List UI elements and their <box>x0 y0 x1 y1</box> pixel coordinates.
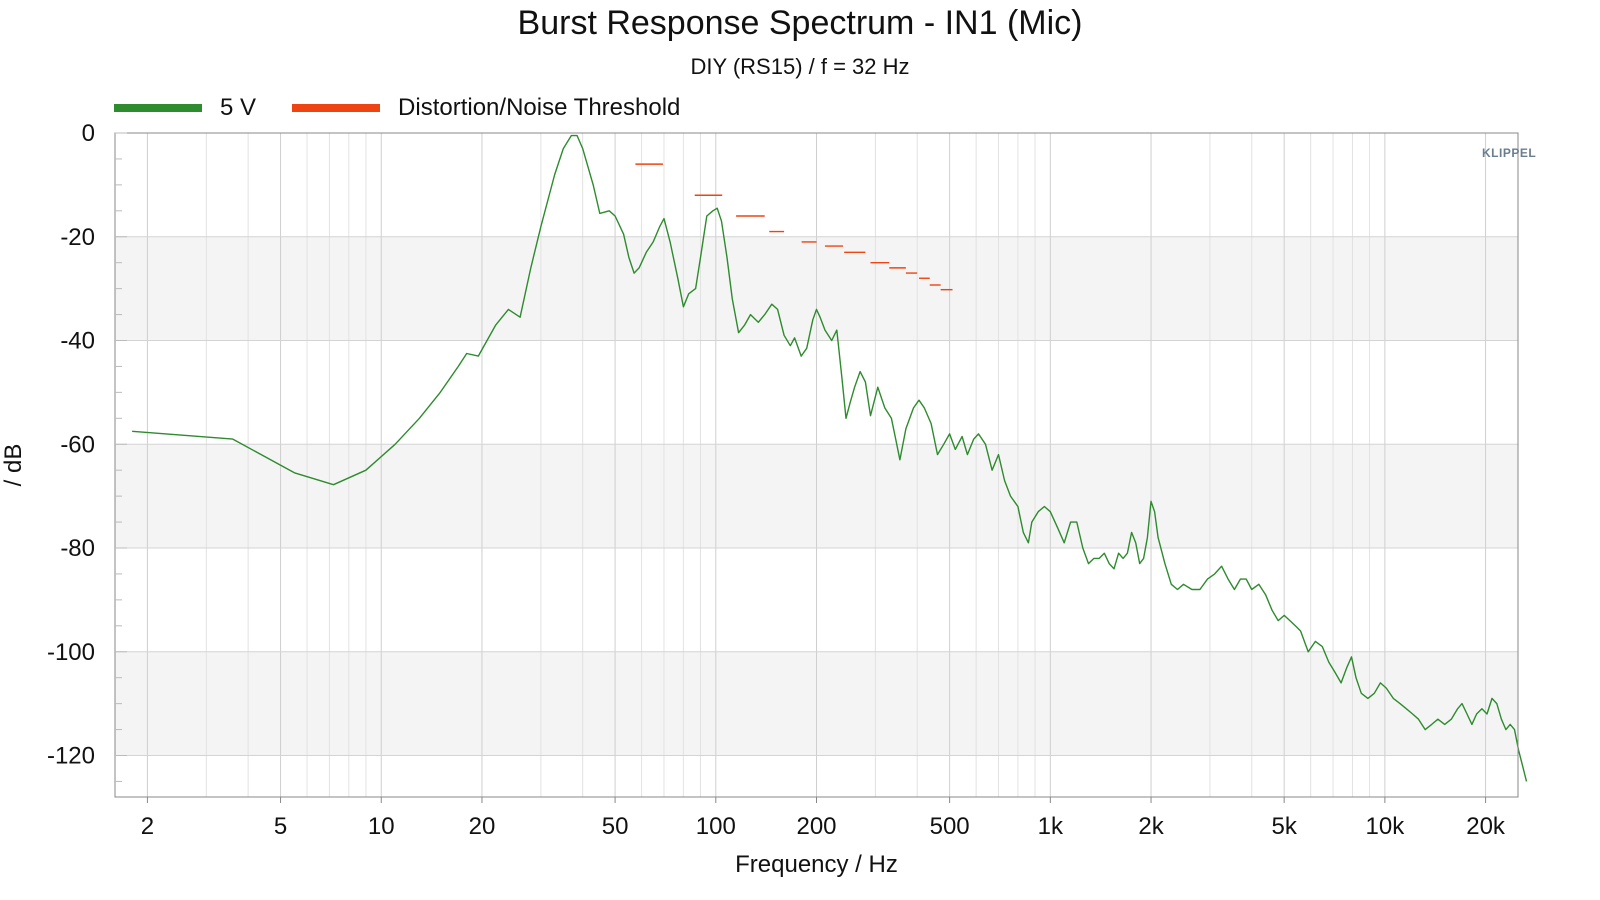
x-tick-label: 1k <box>1038 813 1064 840</box>
y-axis-label: / dB <box>0 444 27 487</box>
x-tick-label: 5 <box>274 813 287 840</box>
y-tick-label: -120 <box>47 743 95 770</box>
legend-swatch-threshold <box>292 104 381 112</box>
y-tick-label: -40 <box>60 328 95 355</box>
klippel-logo: KLIPPEL <box>1482 146 1537 160</box>
x-tick-label: 10 <box>368 813 395 840</box>
series-5v-line <box>132 134 1528 782</box>
x-tick-label: 100 <box>696 813 736 840</box>
x-tick-label: 200 <box>796 813 836 840</box>
y-tick-label: 0 <box>82 120 95 147</box>
x-tick-label: 2k <box>1138 813 1164 840</box>
legend: 5 V Distortion/Noise Threshold <box>114 94 716 122</box>
legend-label-5v: 5 V <box>220 94 257 121</box>
chart-subtitle: DIY (RS15) / f = 32 Hz <box>690 54 910 79</box>
legend-item-5v: 5 V <box>114 94 256 122</box>
x-tick-label: 10k <box>1366 813 1406 840</box>
legend-swatch-5v <box>114 104 202 112</box>
legend-item-threshold: Distortion/Noise Threshold <box>292 94 680 122</box>
y-tick-label: -80 <box>60 535 95 562</box>
legend-label-threshold: Distortion/Noise Threshold <box>398 94 681 121</box>
chart-title: Burst Response Spectrum - IN1 (Mic) <box>517 4 1083 42</box>
x-tick-label: 20 <box>469 813 496 840</box>
y-tick-label: -20 <box>60 224 95 251</box>
x-tick-label: 5k <box>1271 813 1297 840</box>
x-tick-label: 50 <box>602 813 629 840</box>
y-tick-label: -60 <box>60 431 95 458</box>
x-tick-label: 500 <box>930 813 970 840</box>
y-tick-label: -100 <box>47 639 95 666</box>
axis-ticks: 2 5 10 20 50 100 200 500 1k 2k 5k 10k 20k 0 -20 -40 -60 -… <box>47 120 1506 840</box>
x-tick-label: 2 <box>141 813 154 840</box>
plot-grid <box>115 132 1518 797</box>
plot-series <box>132 134 1528 782</box>
x-tick-label: 20k <box>1466 813 1506 840</box>
x-axis-label: Frequency / Hz <box>735 851 898 878</box>
